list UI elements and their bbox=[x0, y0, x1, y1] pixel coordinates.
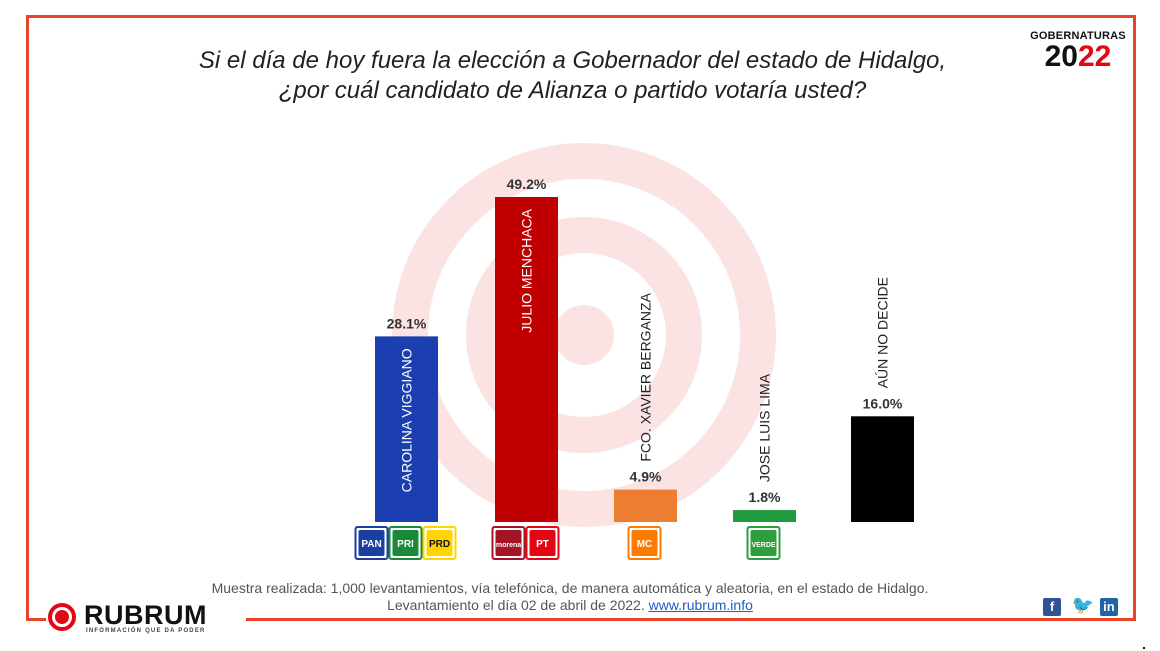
footer-note: Muestra realizada: 1,000 levantamientos,… bbox=[150, 580, 990, 614]
bar-1 bbox=[375, 336, 438, 522]
category-label-2: JULIO MENCHACA bbox=[519, 208, 535, 332]
footer-date-text: Levantamiento el día 02 de abril de 2022… bbox=[387, 597, 645, 613]
social-links: f 🐦 in bbox=[1043, 596, 1124, 616]
party-logo-text-2-2: PT bbox=[536, 539, 549, 550]
value-label-4: 1.8% bbox=[749, 489, 781, 505]
value-label-5: 16.0% bbox=[863, 395, 903, 411]
question-line-2: ¿por cuál candidato de Alianza o partido… bbox=[278, 77, 867, 104]
party-logo-fill-1-1 bbox=[358, 530, 385, 556]
party-logo-text-1-2: PRI bbox=[397, 539, 414, 550]
badge-year-a: 20 bbox=[1044, 40, 1078, 73]
corner-dot bbox=[1143, 647, 1145, 649]
value-label-1: 28.1% bbox=[387, 315, 427, 331]
party-logo-text-1-3: PRD bbox=[429, 539, 450, 550]
bar-5 bbox=[851, 416, 914, 522]
party-logo-text-4-1: VERDE bbox=[751, 542, 775, 549]
chart-question: Si el día de hoy fuera la elección a Gob… bbox=[120, 46, 1025, 106]
twitter-icon[interactable]: 🐦 bbox=[1071, 595, 1094, 615]
party-logo-text-2-1: morena bbox=[496, 542, 521, 549]
party-logo-fill-2-1 bbox=[495, 530, 522, 556]
linkedin-icon[interactable]: in bbox=[1099, 598, 1118, 616]
badge-top-text: GOBERNATURAS bbox=[1030, 30, 1126, 42]
value-label-3: 4.9% bbox=[630, 469, 662, 485]
category-label-5: AÚN NO DECIDE bbox=[875, 277, 891, 388]
bar-3 bbox=[614, 489, 677, 522]
footer-line-2: Levantamiento el día 02 de abril de 2022… bbox=[150, 597, 990, 614]
category-label-4: JOSE LUIS LIMA bbox=[757, 373, 773, 482]
rubrum-ring-icon bbox=[48, 603, 76, 631]
chart-frame bbox=[26, 15, 1136, 621]
rubrum-logo: RUBRUM INFORMACIÓN QUE DA PODER bbox=[46, 600, 246, 642]
footer-line-1: Muestra realizada: 1,000 levantamientos,… bbox=[211, 580, 929, 596]
party-logo-text-1-1: PAN bbox=[361, 539, 381, 550]
gobernaturas-badge: GOBERNATURAS 2022 bbox=[1028, 30, 1128, 72]
rubrum-name: RUBRUM bbox=[84, 600, 207, 630]
rubrum-dot-icon bbox=[55, 610, 69, 624]
party-logo-fill-1-3 bbox=[426, 530, 453, 556]
category-label-3: FCO. XAVIER BERGANZA bbox=[638, 292, 654, 461]
watermark-target bbox=[392, 143, 776, 527]
party-logo-fill-3-1 bbox=[631, 530, 658, 556]
facebook-icon[interactable]: f bbox=[1043, 598, 1061, 616]
party-logo-text-3-1: MC bbox=[637, 539, 653, 550]
rubrum-tagline: INFORMACIÓN QUE DA PODER bbox=[86, 628, 206, 634]
value-label-2: 49.2% bbox=[507, 176, 547, 192]
badge-year: 2022 bbox=[1028, 42, 1128, 72]
question-line-1: Si el día de hoy fuera la elección a Gob… bbox=[198, 47, 947, 74]
category-label-1: CAROLINA VIGGIANO bbox=[399, 348, 415, 492]
website-link[interactable]: www.rubrum.info bbox=[648, 597, 753, 613]
party-logo-fill-4-1 bbox=[750, 530, 777, 556]
bar-2 bbox=[495, 197, 558, 522]
party-logo-fill-1-2 bbox=[392, 530, 419, 556]
bar-4 bbox=[733, 510, 796, 522]
party-logo-fill-2-2 bbox=[529, 530, 556, 556]
badge-year-b: 22 bbox=[1078, 40, 1112, 73]
